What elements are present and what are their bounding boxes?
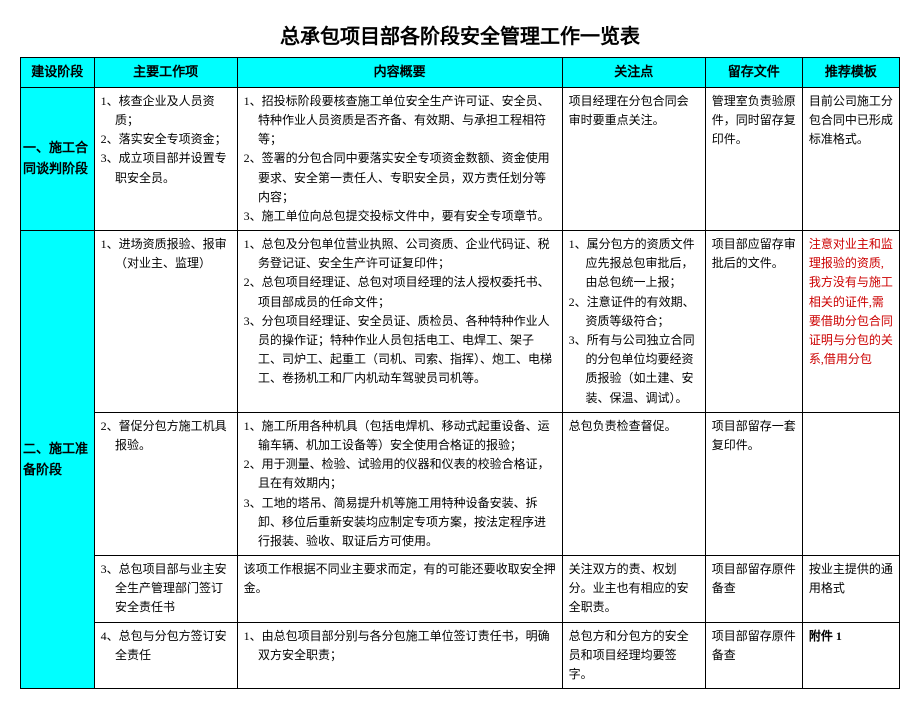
cell-template: 目前公司施工分包合同中已形成标准格式。 xyxy=(802,87,899,230)
cell-content: 该项工作根据不同业主要求而定，有的可能还要收取安全押金。 xyxy=(237,556,562,623)
table-row: 2、督促分包方施工机具报验。 1、施工所用各种机具（包括电焊机、移动式起重设备、… xyxy=(21,412,900,555)
cell-template xyxy=(802,412,899,555)
header-work: 主要工作项 xyxy=(94,58,237,88)
focus-item: 2、注意证件的有效期、资质等级符合； xyxy=(569,293,699,331)
cell-focus: 1、属分包方的资质文件应先报总包审批后，由总包统一上报； 2、注意证件的有效期、… xyxy=(562,231,705,413)
work-item: 1、核查企业及人员资质； xyxy=(101,92,231,130)
cell-focus: 总包方和分包方的安全员和项目经理均要签字。 xyxy=(562,622,705,689)
cell-file: 项目部留存原件备查 xyxy=(705,622,802,689)
cell-work: 1、核查企业及人员资质； 2、落实安全专项资金； 3、成立项目部并设置专职安全员… xyxy=(94,87,237,230)
content-item: 2、用于测量、检验、试验用的仪器和仪表的校验合格证，且在有效期内； xyxy=(244,455,556,493)
focus-item: 1、属分包方的资质文件应先报总包审批后，由总包统一上报； xyxy=(569,235,699,293)
header-file: 留存文件 xyxy=(705,58,802,88)
content-item: 1、总包及分包单位营业执照、公司资质、企业代码证、税务登记证、安全生产许可证复印… xyxy=(244,235,556,273)
table-row: 3、总包项目部与业主安全生产管理部门签订安全责任书 该项工作根据不同业主要求而定… xyxy=(21,556,900,623)
content-item: 3、分包项目经理证、安全员证、质检员、各种特种作业人员的操作证；特种作业人员包括… xyxy=(244,312,556,389)
cell-work: 4、总包与分包方签订安全责任 xyxy=(94,622,237,689)
cell-work: 2、督促分包方施工机具报验。 xyxy=(94,412,237,555)
cell-content: 1、招投标阶段要核查施工单位安全生产许可证、安全员、特种作业人员资质是否齐备、有… xyxy=(237,87,562,230)
cell-content: 1、总包及分包单位营业执照、公司资质、企业代码证、税务登记证、安全生产许可证复印… xyxy=(237,231,562,413)
table-row: 一、施工合同谈判阶段 1、核查企业及人员资质； 2、落实安全专项资金； 3、成立… xyxy=(21,87,900,230)
page-title: 总承包项目部各阶段安全管理工作一览表 xyxy=(20,20,900,49)
cell-template: 注意对业主和监理报验的资质,我方没有与施工相关的证件,需要借助分包合同证明与分包… xyxy=(802,231,899,413)
content-item: 1、施工所用各种机具（包括电焊机、移动式起重设备、运输车辆、机加工设备等）安全使… xyxy=(244,417,556,455)
content-item: 3、工地的塔吊、简易提升机等施工用特种设备安装、拆卸、移位后重新安装均应制定专项… xyxy=(244,494,556,552)
header-content: 内容概要 xyxy=(237,58,562,88)
header-template: 推荐模板 xyxy=(802,58,899,88)
stage2-label: 二、施工准备阶段 xyxy=(21,231,95,689)
stage1-label: 一、施工合同谈判阶段 xyxy=(21,87,95,230)
cell-focus: 项目经理在分包合同会审时要重点关注。 xyxy=(562,87,705,230)
content-item: 3、施工单位向总包提交投标文件中，要有安全专项章节。 xyxy=(244,207,556,226)
work-item: 2、落实安全专项资金； xyxy=(101,130,231,149)
header-row: 建设阶段 主要工作项 内容概要 关注点 留存文件 推荐模板 xyxy=(21,58,900,88)
work-item: 2、督促分包方施工机具报验。 xyxy=(101,417,231,455)
work-item: 1、进场资质报验、报审（对业主、监理） xyxy=(101,235,231,273)
table-row: 4、总包与分包方签订安全责任 1、由总包项目部分别与各分包施工单位签订责任书，明… xyxy=(21,622,900,689)
content-item: 1、由总包项目部分别与各分包施工单位签订责任书，明确双方安全职责； xyxy=(244,627,556,665)
work-item: 3、总包项目部与业主安全生产管理部门签订安全责任书 xyxy=(101,560,231,618)
cell-content: 1、由总包项目部分别与各分包施工单位签订责任书，明确双方安全职责； xyxy=(237,622,562,689)
content-item: 2、签署的分包合同中要落实安全专项资金数额、资金使用要求、安全第一责任人、专职安… xyxy=(244,149,556,207)
cell-file: 项目部留存原件备查 xyxy=(705,556,802,623)
cell-file: 项目部应留存审批后的文件。 xyxy=(705,231,802,413)
content-item: 1、招投标阶段要核查施工单位安全生产许可证、安全员、特种作业人员资质是否齐备、有… xyxy=(244,92,556,150)
cell-focus: 总包负责检查督促。 xyxy=(562,412,705,555)
focus-item: 3、所有与公司独立合同的分包单位均要经资质报验（如土建、安装、保温、调试）。 xyxy=(569,331,699,408)
header-focus: 关注点 xyxy=(562,58,705,88)
tpl-bold: 附件 1 xyxy=(809,629,842,643)
header-stage: 建设阶段 xyxy=(21,58,95,88)
cell-template: 附件 1 xyxy=(802,622,899,689)
work-item: 4、总包与分包方签订安全责任 xyxy=(101,627,231,665)
cell-work: 1、进场资质报验、报审（对业主、监理） xyxy=(94,231,237,413)
cell-work: 3、总包项目部与业主安全生产管理部门签订安全责任书 xyxy=(94,556,237,623)
cell-template: 按业主提供的通用格式 xyxy=(802,556,899,623)
table-row: 二、施工准备阶段 1、进场资质报验、报审（对业主、监理） 1、总包及分包单位营业… xyxy=(21,231,900,413)
cell-content: 1、施工所用各种机具（包括电焊机、移动式起重设备、运输车辆、机加工设备等）安全使… xyxy=(237,412,562,555)
content-item: 2、总包项目经理证、总包对项目经理的法人授权委托书、项目部成员的任命文件； xyxy=(244,273,556,311)
work-item: 3、成立项目部并设置专职安全员。 xyxy=(101,149,231,187)
cell-file: 项目部留存一套复印件。 xyxy=(705,412,802,555)
cell-file: 管理室负责验原件，同时留存复印件。 xyxy=(705,87,802,230)
main-table: 建设阶段 主要工作项 内容概要 关注点 留存文件 推荐模板 一、施工合同谈判阶段… xyxy=(20,57,900,689)
cell-focus: 关注双方的责、权划分。业主也有相应的安全职责。 xyxy=(562,556,705,623)
